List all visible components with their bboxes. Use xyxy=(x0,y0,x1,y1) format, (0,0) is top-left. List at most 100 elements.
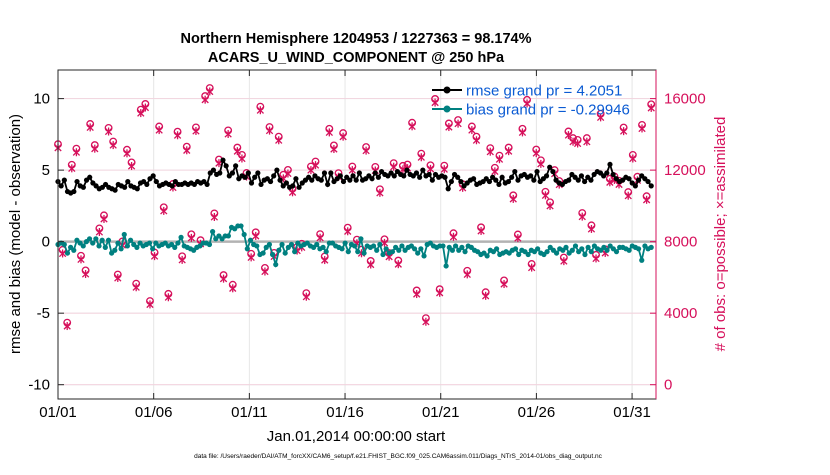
obs-assimilated-point xyxy=(224,130,232,139)
obs-assimilated-point xyxy=(348,166,356,175)
bias-point xyxy=(276,247,282,253)
bias-point xyxy=(604,247,610,253)
rmse-point xyxy=(645,178,651,185)
obs-assimilated-point xyxy=(518,128,527,137)
obs-assimilated-point xyxy=(573,139,582,148)
obs-assimilated-point xyxy=(137,109,145,118)
rmse-point xyxy=(309,177,315,183)
data-file-footer: data file: /Users/raeder/DAI/ATM_forcXX/… xyxy=(194,453,603,460)
rmse-point xyxy=(217,170,223,176)
legend-label: rmse grand pr = 4.2051 xyxy=(466,83,622,100)
rmse-point xyxy=(528,173,534,179)
y-tick-label: -10 xyxy=(28,377,50,394)
bias-point xyxy=(396,247,402,253)
bias-point xyxy=(553,250,560,256)
obs-assimilated-point xyxy=(362,146,370,155)
obs-assimilated-point xyxy=(321,256,329,265)
bias-point xyxy=(377,241,383,248)
rmse-point xyxy=(429,177,435,183)
rmse-point xyxy=(271,173,277,179)
bias-point xyxy=(288,241,295,248)
obs-assimilated-point xyxy=(311,161,320,170)
bias-point xyxy=(374,247,380,253)
obs-assimilated-point xyxy=(408,122,416,131)
obs-assimilated-point xyxy=(454,119,462,128)
x-tick-label: 01/21 xyxy=(422,404,460,421)
bias-point xyxy=(150,246,156,252)
obs-assimilated-point xyxy=(495,155,504,164)
rmse-point xyxy=(512,168,518,175)
bias-point xyxy=(124,243,131,249)
obs-assimilated-point xyxy=(546,201,554,210)
rmse-point xyxy=(531,177,537,183)
rmse-point xyxy=(496,181,502,188)
obs-assimilated-point xyxy=(123,149,131,158)
obs-assimilated-point xyxy=(523,99,531,108)
bias-point xyxy=(102,244,108,250)
bias-point xyxy=(292,249,298,255)
rmse-point xyxy=(144,181,150,188)
obs-assimilated-point xyxy=(624,191,632,200)
obs-assimilated-point xyxy=(367,260,375,269)
bias-point xyxy=(380,251,386,258)
obs-assimilated-point xyxy=(63,322,71,331)
obs-assimilated-point xyxy=(477,226,485,235)
rmse-point xyxy=(413,170,420,176)
obs-assimilated-point xyxy=(104,127,113,136)
rmse-point xyxy=(321,170,328,176)
rmse-point xyxy=(74,178,80,185)
rmse-point xyxy=(293,176,299,182)
bias-point xyxy=(544,249,550,255)
rmse-point xyxy=(150,173,156,179)
rmse-point xyxy=(318,177,324,183)
bias-point xyxy=(452,243,459,249)
obs-assimilated-point xyxy=(417,153,425,162)
x-tick-label: 01/11 xyxy=(231,404,267,421)
bias-point xyxy=(355,249,361,255)
rmse-point xyxy=(252,174,258,180)
bias-point xyxy=(639,257,645,263)
obs-assimilated-point xyxy=(431,98,439,107)
bias-point xyxy=(345,249,351,255)
bias-point xyxy=(127,237,134,243)
bias-point xyxy=(648,244,654,250)
bias-point xyxy=(64,250,71,256)
rmse-point xyxy=(458,178,464,185)
bias-point xyxy=(71,247,77,253)
obs-assimilated-point xyxy=(68,164,76,173)
obs-assimilated-point xyxy=(247,253,255,262)
obs-assimilated-point xyxy=(109,141,117,150)
obs-assimilated-point xyxy=(449,232,458,241)
bias-point xyxy=(411,246,418,252)
bias-point xyxy=(90,240,96,246)
rmse-point xyxy=(391,173,397,179)
rmse-point xyxy=(210,167,217,173)
bias-point xyxy=(352,243,358,249)
obs-assimilated-point xyxy=(81,270,90,279)
rmse-point xyxy=(258,181,264,188)
rmse-point xyxy=(277,177,283,183)
obs-count-series xyxy=(54,84,656,331)
obs-assimilated-point xyxy=(583,137,591,146)
bias-point xyxy=(579,246,585,252)
y-axis-right-label: # of obs: o=possible; ×=assimilated xyxy=(712,117,729,352)
obs-assimilated-point xyxy=(596,113,605,122)
rmse-point xyxy=(420,167,426,173)
bias-point xyxy=(339,246,345,252)
rmse-point xyxy=(248,180,255,186)
obs-assimilated-point xyxy=(155,126,163,135)
y2-tick-label: 0 xyxy=(664,377,672,394)
rmse-point xyxy=(588,177,594,183)
bias-point xyxy=(121,231,127,238)
bias-point xyxy=(260,250,266,256)
rmse-point xyxy=(505,178,512,185)
obs-assimilated-point xyxy=(132,283,140,292)
bias-point xyxy=(512,246,519,252)
chart-title-line1: Northern Hemisphere 1204953 / 1227363 = … xyxy=(180,31,531,47)
rmse-point xyxy=(448,178,454,185)
rmse-point xyxy=(328,170,334,176)
obs-assimilated-point xyxy=(265,126,274,135)
legend-entry: bias grand pr = -0.29946 xyxy=(432,102,630,119)
obs-assimilated-point xyxy=(95,227,104,236)
